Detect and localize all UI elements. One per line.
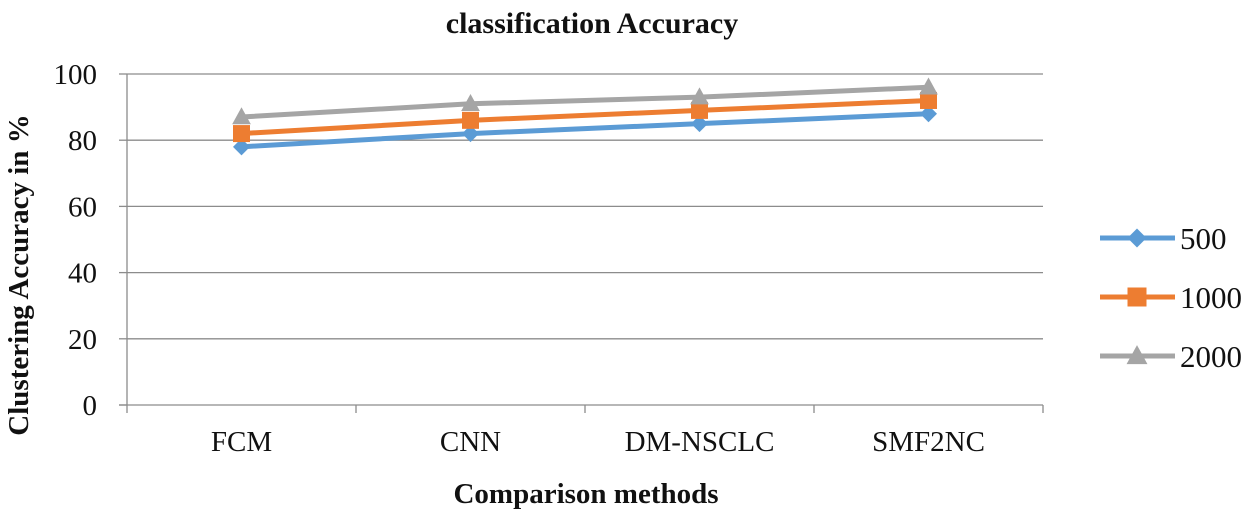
legend-marker bbox=[1127, 287, 1147, 307]
data-point bbox=[462, 111, 479, 129]
legend: 500 1000 2000 bbox=[1100, 221, 1242, 374]
legend-item: 2000 bbox=[1100, 339, 1242, 374]
y-tick-label: 80 bbox=[68, 125, 97, 157]
gridlines bbox=[127, 73, 1043, 340]
y-axis-title: Clustering Accuracy in % bbox=[3, 114, 35, 435]
data-point bbox=[919, 77, 938, 95]
x-tick-label: SMF2NC bbox=[872, 426, 985, 458]
legend-item: 1000 bbox=[1100, 280, 1242, 315]
legend-marker bbox=[1127, 228, 1147, 248]
x-tick-label: FCM bbox=[211, 426, 272, 458]
data-point bbox=[462, 125, 479, 143]
x-tick-label: CNN bbox=[440, 426, 501, 458]
x-axis-title: Comparison methods bbox=[453, 478, 718, 510]
data-point bbox=[232, 107, 251, 125]
series-500 bbox=[233, 105, 937, 156]
y-tick-label: 100 bbox=[54, 59, 98, 91]
legend-label: 500 bbox=[1180, 221, 1227, 256]
series-1000 bbox=[233, 91, 937, 143]
legend-label: 2000 bbox=[1180, 339, 1242, 374]
legend-item: 500 bbox=[1100, 221, 1227, 256]
data-point bbox=[233, 125, 250, 143]
series-line bbox=[239, 111, 931, 150]
chart-title: classification Accuracy bbox=[446, 7, 738, 40]
y-tick-label: 0 bbox=[83, 390, 98, 422]
legend-label: 1000 bbox=[1180, 280, 1242, 315]
axes: 0 20 40 60 80 100 FCM CNN DM-NSCLC SMF2NC bbox=[54, 59, 1044, 458]
data-point bbox=[461, 94, 480, 112]
series-line bbox=[239, 84, 931, 120]
y-tick-label: 20 bbox=[68, 324, 97, 356]
y-tick-label: 60 bbox=[68, 191, 97, 223]
data-point bbox=[690, 87, 709, 105]
legend-marker bbox=[1126, 345, 1148, 365]
series-2000 bbox=[232, 77, 938, 125]
y-tick-label: 40 bbox=[68, 258, 97, 290]
data-point bbox=[920, 105, 937, 123]
data-point bbox=[691, 115, 708, 133]
x-tick-label: DM-NSCLC bbox=[625, 426, 775, 458]
series-line bbox=[239, 97, 931, 137]
data-point bbox=[233, 138, 250, 156]
series-lines bbox=[232, 77, 938, 156]
data-point bbox=[920, 91, 937, 109]
data-point bbox=[691, 101, 708, 119]
